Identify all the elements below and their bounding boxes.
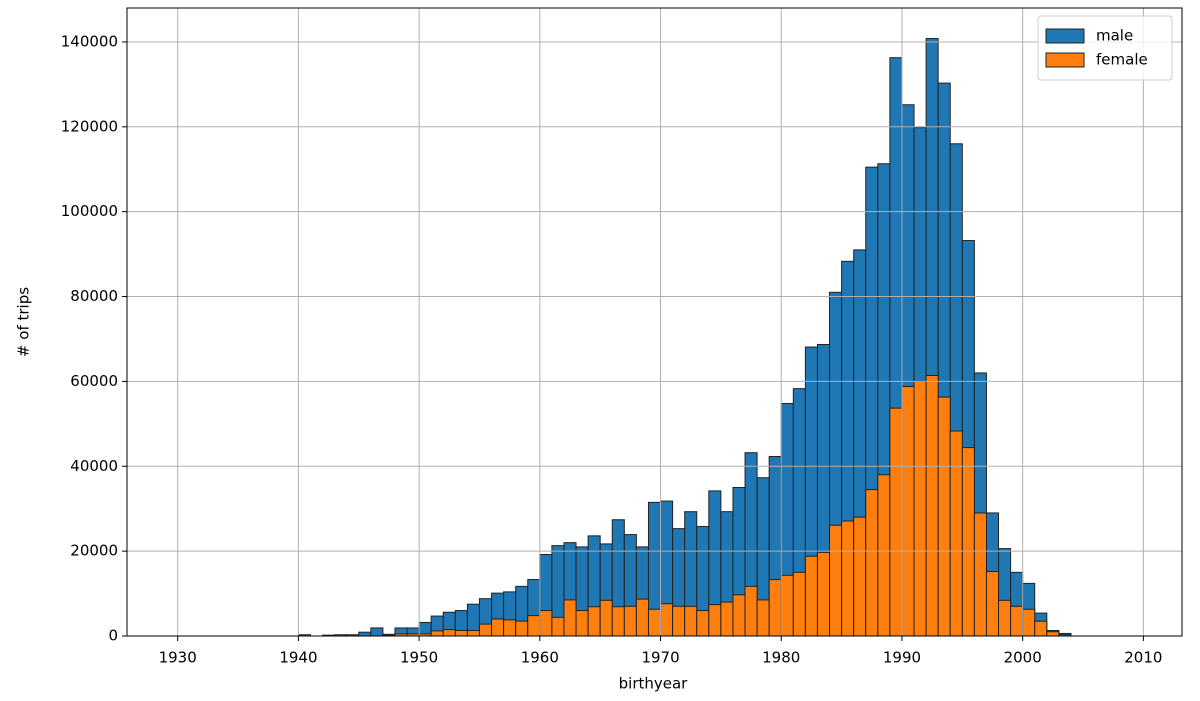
bar bbox=[684, 605, 698, 637]
bar bbox=[925, 374, 939, 637]
legend-label: female bbox=[1096, 51, 1148, 69]
legend-label: male bbox=[1096, 27, 1133, 45]
bar bbox=[732, 594, 746, 637]
y-tick-label: 60000 bbox=[70, 372, 118, 390]
bar bbox=[515, 620, 529, 637]
x-tick-label: 1980 bbox=[762, 649, 800, 667]
bar bbox=[949, 430, 963, 637]
bar bbox=[998, 599, 1012, 637]
y-tick-label: 0 bbox=[108, 627, 118, 645]
bar bbox=[985, 571, 1000, 637]
x-tick-label: 2010 bbox=[1124, 649, 1162, 667]
bar bbox=[370, 627, 384, 637]
bar bbox=[478, 623, 493, 637]
bar bbox=[539, 610, 553, 637]
bar bbox=[587, 606, 601, 637]
x-tick-label: 1970 bbox=[641, 649, 679, 667]
x-tick-label: 1930 bbox=[159, 649, 197, 667]
bar bbox=[913, 380, 927, 637]
bar bbox=[611, 606, 625, 637]
bar bbox=[527, 615, 541, 637]
bar bbox=[961, 447, 975, 637]
bar bbox=[358, 631, 372, 637]
bar bbox=[575, 610, 589, 637]
y-tick-label: 100000 bbox=[61, 202, 118, 220]
bar bbox=[756, 599, 770, 637]
bar bbox=[853, 516, 867, 637]
bar bbox=[708, 604, 722, 637]
legend-swatch bbox=[1045, 28, 1085, 44]
bar bbox=[973, 512, 987, 637]
bar bbox=[696, 610, 710, 637]
bar bbox=[877, 474, 891, 637]
y-tick-label: 80000 bbox=[70, 287, 118, 305]
x-tick-label: 1990 bbox=[883, 649, 921, 667]
bar bbox=[889, 407, 903, 637]
x-tick-label: 2000 bbox=[1004, 649, 1042, 667]
bar bbox=[551, 616, 565, 637]
bar bbox=[491, 618, 505, 637]
bar bbox=[1022, 608, 1036, 637]
bar bbox=[660, 603, 674, 637]
x-tick-label: 1960 bbox=[521, 649, 559, 667]
bar bbox=[901, 385, 915, 637]
bar bbox=[804, 555, 818, 637]
y-tick-label: 40000 bbox=[70, 457, 118, 475]
plot-frame bbox=[126, 7, 1183, 637]
x-axis-label: birthyear bbox=[619, 675, 689, 693]
bar bbox=[829, 524, 843, 637]
bar bbox=[647, 608, 662, 637]
bar bbox=[599, 599, 613, 637]
bar bbox=[768, 579, 782, 637]
y-tick-label: 20000 bbox=[70, 542, 118, 560]
bar bbox=[841, 520, 855, 637]
y-tick-label: 120000 bbox=[61, 117, 118, 135]
bar bbox=[672, 605, 686, 637]
y-axis-label: # of trips bbox=[15, 287, 33, 357]
bar bbox=[503, 619, 517, 637]
bar bbox=[865, 489, 879, 637]
bar bbox=[635, 598, 649, 637]
x-tick-label: 1940 bbox=[279, 649, 317, 667]
y-tick-label: 140000 bbox=[61, 32, 118, 50]
bar bbox=[466, 629, 480, 637]
bar bbox=[1046, 631, 1060, 637]
bar bbox=[744, 585, 758, 637]
bar bbox=[720, 601, 734, 637]
bar bbox=[937, 396, 951, 637]
x-tick-label: 1950 bbox=[400, 649, 438, 667]
bar bbox=[1034, 620, 1048, 637]
bar bbox=[454, 629, 468, 637]
bar bbox=[623, 605, 637, 637]
bar bbox=[563, 599, 577, 637]
legend-swatch bbox=[1045, 52, 1085, 68]
bar bbox=[442, 629, 456, 637]
bar bbox=[1010, 605, 1024, 637]
bar bbox=[780, 574, 794, 637]
bar bbox=[816, 551, 831, 637]
bar bbox=[792, 571, 806, 637]
bar bbox=[430, 630, 444, 637]
